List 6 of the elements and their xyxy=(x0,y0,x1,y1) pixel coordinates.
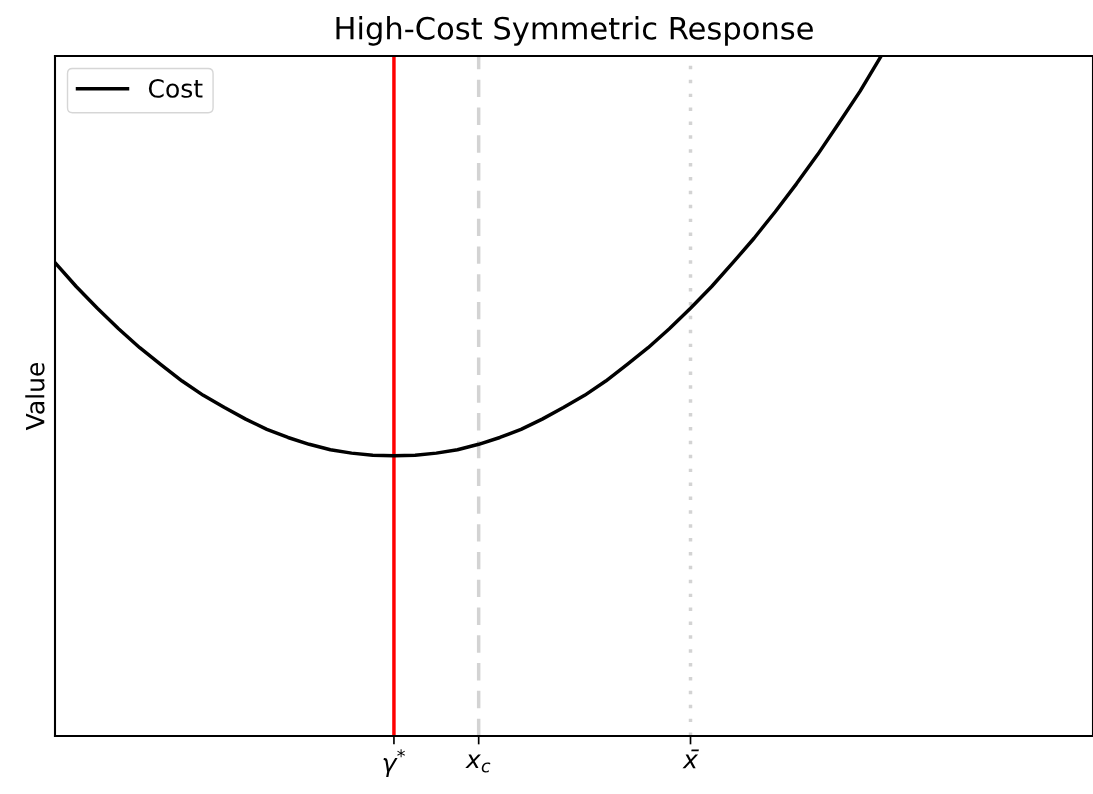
x-tick-label: x̄ xyxy=(682,749,699,769)
x-tick-label: x$_{c}$ xyxy=(465,754,491,773)
legend-label: Cost xyxy=(148,78,203,98)
chart-title: High-Cost Symmetric Response xyxy=(336,16,813,46)
x-tick-label: γ$^{*}$ xyxy=(383,749,405,777)
y-axis-title: Value xyxy=(25,363,45,431)
